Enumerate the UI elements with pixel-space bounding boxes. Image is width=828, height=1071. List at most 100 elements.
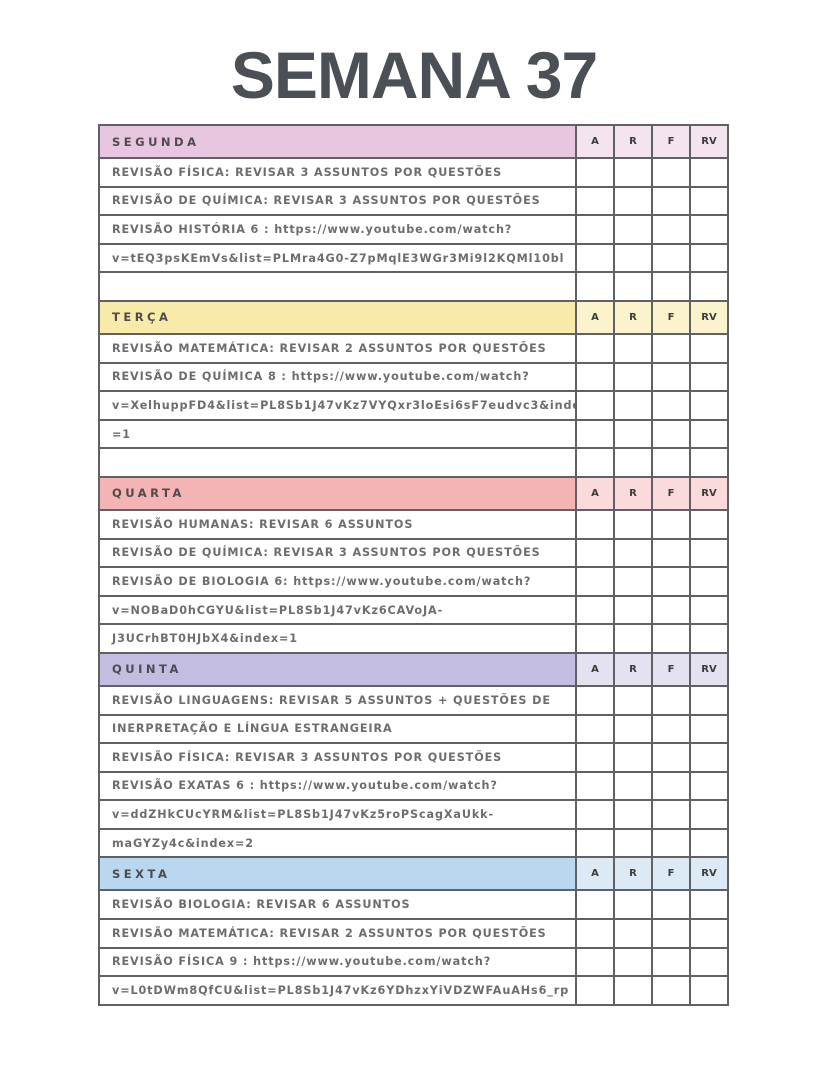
checkbox-a[interactable]: [575, 185, 615, 217]
checkbox-a[interactable]: [575, 742, 615, 773]
checkbox-f[interactable]: [651, 889, 691, 921]
checkbox-rv[interactable]: [689, 332, 729, 364]
checkbox-a[interactable]: [575, 508, 615, 540]
checkbox-r[interactable]: [613, 594, 653, 626]
checkbox-f[interactable]: [651, 770, 691, 802]
checkbox-f[interactable]: [651, 684, 691, 716]
checkbox-f[interactable]: [651, 594, 691, 626]
checkbox-rv[interactable]: [689, 242, 729, 274]
checkbox-f[interactable]: [651, 827, 691, 859]
checkbox-r[interactable]: [613, 157, 653, 188]
checkbox-r[interactable]: [613, 742, 653, 773]
checkbox-f[interactable]: [651, 214, 691, 245]
checkbox-f[interactable]: [651, 946, 691, 978]
checkbox-a[interactable]: [575, 827, 615, 859]
checkbox-a[interactable]: [575, 418, 615, 450]
checkbox-f[interactable]: [651, 742, 691, 773]
checkbox-a[interactable]: [575, 214, 615, 245]
checkbox-r[interactable]: [613, 361, 653, 393]
checkbox-rv[interactable]: [689, 418, 729, 450]
checkbox-r[interactable]: [613, 332, 653, 364]
checkbox-rv[interactable]: [689, 214, 729, 245]
checkbox-r[interactable]: [613, 799, 653, 830]
checkbox-rv[interactable]: [689, 361, 729, 393]
checkbox-rv[interactable]: [689, 447, 729, 478]
checkbox-f[interactable]: [651, 918, 691, 949]
checkbox-a[interactable]: [575, 684, 615, 716]
checkbox-r[interactable]: [613, 390, 653, 421]
checkbox-r[interactable]: [613, 214, 653, 245]
checkbox-a[interactable]: [575, 157, 615, 188]
checkbox-rv[interactable]: [689, 185, 729, 217]
checkbox-r[interactable]: [613, 827, 653, 859]
checkbox-rv[interactable]: [689, 623, 729, 654]
checkbox-rv[interactable]: [689, 918, 729, 949]
checkbox-f[interactable]: [651, 508, 691, 540]
checkbox-f[interactable]: [651, 185, 691, 217]
checkbox-r[interactable]: [613, 684, 653, 716]
checkbox-a[interactable]: [575, 332, 615, 364]
checkbox-a[interactable]: [575, 537, 615, 569]
checkbox-a[interactable]: [575, 946, 615, 978]
checkbox-a[interactable]: [575, 799, 615, 830]
checkbox-f[interactable]: [651, 566, 691, 597]
checkbox-rv[interactable]: [689, 742, 729, 773]
checkbox-a[interactable]: [575, 390, 615, 421]
checkbox-f[interactable]: [651, 537, 691, 569]
checkbox-rv[interactable]: [689, 946, 729, 978]
checkbox-f[interactable]: [651, 713, 691, 745]
checkbox-f[interactable]: [651, 157, 691, 188]
checkbox-a[interactable]: [575, 623, 615, 654]
checkbox-rv[interactable]: [689, 271, 729, 302]
checkbox-f[interactable]: [651, 242, 691, 274]
checkbox-rv[interactable]: [689, 770, 729, 802]
checkbox-rv[interactable]: [689, 889, 729, 921]
checkbox-a[interactable]: [575, 975, 615, 1006]
checkbox-a[interactable]: [575, 594, 615, 626]
checkbox-rv[interactable]: [689, 537, 729, 569]
checkbox-rv[interactable]: [689, 157, 729, 188]
checkbox-r[interactable]: [613, 418, 653, 450]
checkbox-f[interactable]: [651, 623, 691, 654]
checkbox-a[interactable]: [575, 918, 615, 949]
checkbox-f[interactable]: [651, 418, 691, 450]
checkbox-r[interactable]: [613, 975, 653, 1006]
checkbox-a[interactable]: [575, 770, 615, 802]
checkbox-f[interactable]: [651, 361, 691, 393]
checkbox-r[interactable]: [613, 447, 653, 478]
checkbox-rv[interactable]: [689, 594, 729, 626]
checkbox-f[interactable]: [651, 799, 691, 830]
checkbox-r[interactable]: [613, 242, 653, 274]
checkbox-f[interactable]: [651, 975, 691, 1006]
checkbox-rv[interactable]: [689, 390, 729, 421]
checkbox-rv[interactable]: [689, 684, 729, 716]
checkbox-a[interactable]: [575, 713, 615, 745]
checkbox-rv[interactable]: [689, 827, 729, 859]
checkbox-rv[interactable]: [689, 713, 729, 745]
checkbox-rv[interactable]: [689, 566, 729, 597]
checkbox-r[interactable]: [613, 271, 653, 302]
checkbox-r[interactable]: [613, 566, 653, 597]
checkbox-r[interactable]: [613, 918, 653, 949]
checkbox-r[interactable]: [613, 946, 653, 978]
checkbox-f[interactable]: [651, 390, 691, 421]
checkbox-r[interactable]: [613, 713, 653, 745]
checkbox-rv[interactable]: [689, 799, 729, 830]
checkbox-rv[interactable]: [689, 508, 729, 540]
checkbox-a[interactable]: [575, 889, 615, 921]
checkbox-r[interactable]: [613, 770, 653, 802]
checkbox-r[interactable]: [613, 537, 653, 569]
checkbox-f[interactable]: [651, 271, 691, 302]
checkbox-r[interactable]: [613, 623, 653, 654]
checkbox-a[interactable]: [575, 361, 615, 393]
checkbox-r[interactable]: [613, 185, 653, 217]
checkbox-r[interactable]: [613, 889, 653, 921]
checkbox-rv[interactable]: [689, 975, 729, 1006]
checkbox-f[interactable]: [651, 447, 691, 478]
checkbox-r[interactable]: [613, 508, 653, 540]
checkbox-a[interactable]: [575, 566, 615, 597]
checkbox-a[interactable]: [575, 242, 615, 274]
checkbox-f[interactable]: [651, 332, 691, 364]
checkbox-a[interactable]: [575, 447, 615, 478]
checkbox-a[interactable]: [575, 271, 615, 302]
